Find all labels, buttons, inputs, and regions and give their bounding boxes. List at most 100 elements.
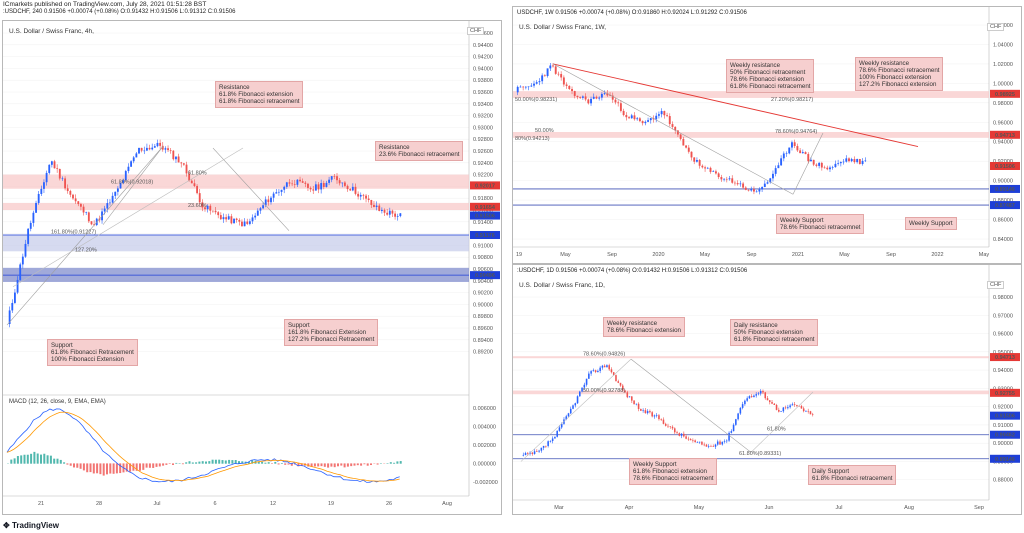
annotation-weekly-resistance-78[interactable]: Weekly resistance 78.6% Fibonacci retrac… <box>855 57 944 91</box>
y-tick-label: 0.90400 <box>473 279 493 285</box>
candle-body <box>396 216 399 217</box>
price-tag-label: 0.92017 <box>475 183 495 189</box>
annotation-weekly-support[interactable]: Weekly Support <box>905 217 957 230</box>
annotation-weekly-resistance[interactable]: Weekly resistance 78.6% Fibonacci extens… <box>603 317 685 337</box>
fibonacci-zone <box>513 91 989 98</box>
x-tick-label: Sep <box>747 252 757 258</box>
candle-body <box>753 189 755 192</box>
candle-body <box>608 365 610 370</box>
candle-body <box>169 150 172 151</box>
candle-body <box>800 405 803 409</box>
annotation-weekly-resistance-50[interactable]: Weekly resistance 50% Fibonacci retracem… <box>726 59 815 93</box>
chart-panel-d1[interactable]: 0.980000.970000.960000.950000.940000.930… <box>512 264 1022 515</box>
candle-body <box>782 407 785 412</box>
candle-body <box>270 197 272 203</box>
fib-label: 78.60%(0.94826) <box>583 351 625 357</box>
macd-histogram-bar <box>191 462 194 464</box>
candle-body <box>720 177 723 180</box>
candle-body <box>612 372 615 376</box>
chart-canvas-d1[interactable]: 0.980000.970000.960000.950000.940000.930… <box>513 265 1022 515</box>
x-tick-label: Sep <box>607 252 617 258</box>
fibonacci-zone <box>3 174 469 189</box>
candle-body <box>769 178 772 183</box>
candle-body <box>601 365 604 368</box>
annotation-support-61[interactable]: Support 61.8% Fibonacci Retracement 100%… <box>47 339 138 366</box>
candle-body <box>524 86 527 88</box>
candle-body <box>320 183 323 190</box>
candle-body <box>182 163 185 165</box>
y-tick-label: 0.98000 <box>993 101 1013 107</box>
candle-body <box>687 438 690 440</box>
y-tick-label: 0.92200 <box>473 173 493 179</box>
candle-body <box>533 451 536 454</box>
price-tag-label: 0.91506 <box>995 164 1015 170</box>
macd-histogram-bar <box>63 462 66 464</box>
x-tick-label: May <box>839 252 850 258</box>
candle-body <box>704 167 707 169</box>
candle-body <box>206 205 209 210</box>
macd-histogram-bar <box>13 458 16 464</box>
fib-label: 61.80% <box>767 426 786 432</box>
candle-body <box>680 433 683 436</box>
macd-histogram-bar <box>69 463 72 466</box>
annotation-support-161[interactable]: Support 161.8% Fibonacci Extension 127.2… <box>284 319 379 346</box>
chart-panel-h4[interactable]: 0.946000.944000.942000.940000.938000.936… <box>2 20 502 515</box>
macd-histogram-bar <box>53 458 56 464</box>
annotation-weekly-support[interactable]: Weekly Support 61.8% Fibonacci extension… <box>629 458 718 485</box>
macd-histogram-bar <box>386 463 389 464</box>
candle-body <box>716 441 719 445</box>
fib-label: 78.60%(0.94764) <box>775 129 817 135</box>
annotation-resistance-61[interactable]: Resistance 61.8% Fibonacci extension 61.… <box>215 81 304 108</box>
candle-body <box>619 382 622 386</box>
macd-histogram-bar <box>106 463 108 475</box>
candle-body <box>161 145 164 150</box>
candle-body <box>546 68 549 76</box>
trend-line <box>6 146 164 326</box>
candle-body <box>267 199 270 203</box>
candle-body <box>755 191 758 193</box>
fib-label: 127.20% <box>75 247 97 253</box>
y-tick-label: 0.93600 <box>473 90 493 96</box>
y-tick-label: 0.91000 <box>473 243 493 249</box>
candle-body <box>757 393 760 395</box>
chart-canvas-h4[interactable]: 0.946000.944000.942000.940000.938000.936… <box>3 21 502 515</box>
macd-tick-label: -0.002000 <box>473 480 498 486</box>
candle-body <box>241 221 243 227</box>
macd-histogram-bar <box>181 463 184 465</box>
candle-body <box>573 91 576 96</box>
candle-body <box>597 370 599 372</box>
fib-label: 61.80%(0.89331) <box>739 451 781 457</box>
candle-body <box>631 396 633 401</box>
annotation-resistance-23[interactable]: Resistance 23.6% Fibonacci retracement <box>375 141 464 161</box>
macd-histogram-bar <box>26 454 29 464</box>
x-tick-label: Jul <box>153 501 160 507</box>
candle-body <box>796 404 798 406</box>
candle-body <box>728 432 730 441</box>
candle-body <box>373 204 375 208</box>
candle-body <box>635 403 638 405</box>
chart-panel-w1[interactable]: 1.060001.040001.020001.000000.980000.960… <box>512 6 1022 264</box>
macd-histogram-bar <box>366 463 369 466</box>
candle-body <box>640 408 642 411</box>
x-tick-label: Sep <box>974 505 984 511</box>
annotation-daily-support[interactable]: Daily Support 61.8% Fibonacci retracemen… <box>808 465 897 485</box>
candle-body <box>742 183 745 188</box>
candle-body <box>21 256 24 265</box>
candle-body <box>628 117 630 119</box>
candle-body <box>386 212 389 215</box>
price-tag <box>990 201 1020 210</box>
macd-histogram-bar <box>195 462 198 464</box>
y-tick-label: 0.93200 <box>473 114 493 120</box>
candle-body <box>667 425 669 427</box>
chart-canvas-w1[interactable]: 1.060001.040001.020001.000000.980000.960… <box>513 7 1022 264</box>
candle-body <box>646 411 649 414</box>
candle-body <box>172 150 175 160</box>
macd-histogram-bar <box>251 460 254 464</box>
annotation-daily-resistance[interactable]: Daily resistance 50% Fibonacci extension… <box>730 319 819 346</box>
x-tick-label: May <box>979 252 990 258</box>
annotation-weekly-support-78[interactable]: Weekly Support 78.6% Fibonacci retracemn… <box>776 214 865 234</box>
candle-body <box>338 180 341 184</box>
candle-body <box>723 441 726 442</box>
x-tick-label: 19 <box>328 501 334 507</box>
x-tick-label: Apr <box>625 505 634 511</box>
